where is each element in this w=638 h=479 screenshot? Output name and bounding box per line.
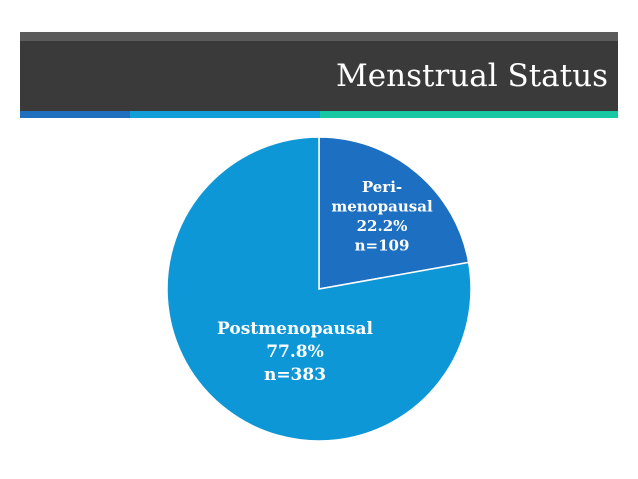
title-bar: Menstrual Status bbox=[20, 32, 618, 111]
pie-slices bbox=[166, 136, 472, 442]
accent-segment-dark-blue bbox=[20, 111, 130, 118]
slide-title: Menstrual Status bbox=[336, 58, 608, 94]
pie-labels: Peri-menopausal 22.2% n=109 Postmenopausal 7… bbox=[217, 178, 433, 385]
title-top-strip bbox=[20, 32, 618, 41]
slice-label-line: n=383 bbox=[264, 365, 326, 385]
slice-label-perimenopausal: Peri-menopausal 22.2% n=109 bbox=[331, 178, 433, 255]
pie-slice-perimenopausal bbox=[318, 136, 470, 290]
slice-label-line: 77.8% bbox=[266, 342, 324, 362]
slice-label-postmenopausal: Postmenopausal 77.8% n=383 bbox=[217, 319, 373, 385]
slice-label-line: n=109 bbox=[355, 237, 410, 255]
accent-segment-light-blue bbox=[130, 111, 320, 118]
pie-slice-postmenopausal bbox=[166, 136, 472, 442]
accent-segment-teal bbox=[320, 111, 618, 118]
slice-label-line: 22.2% bbox=[357, 217, 408, 235]
accent-bar bbox=[20, 111, 618, 118]
slice-label-line: menopausal bbox=[331, 198, 433, 216]
slice-label-line: Peri- bbox=[362, 178, 402, 196]
slice-label-line: Postmenopausal bbox=[217, 319, 373, 339]
